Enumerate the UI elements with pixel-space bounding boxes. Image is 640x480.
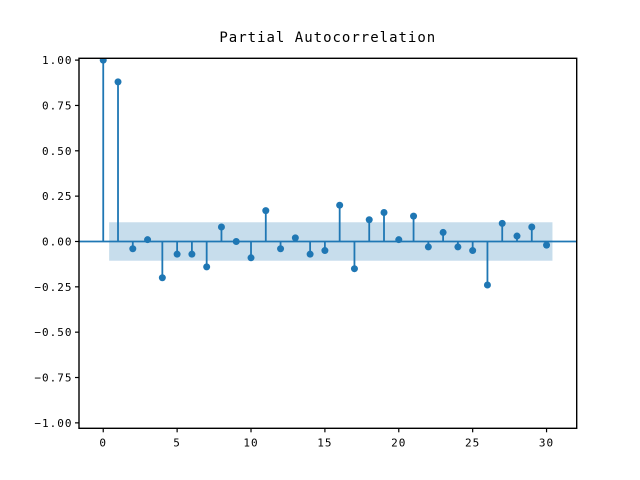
y-tick-label: 0.25 <box>42 190 73 203</box>
y-tick-label: −1.00 <box>34 417 72 430</box>
y-tick-label: −0.50 <box>34 326 72 339</box>
stem-marker <box>217 223 225 231</box>
stem-marker <box>188 250 196 258</box>
stem-marker <box>99 58 107 64</box>
stem-marker <box>380 208 388 216</box>
stem-marker <box>498 219 506 227</box>
stem-marker <box>483 281 491 289</box>
stem-marker <box>410 212 418 220</box>
y-tick-label: −0.75 <box>34 372 72 385</box>
stem-marker <box>291 234 299 242</box>
stem-marker <box>158 274 166 282</box>
y-tick-label: 0.75 <box>42 99 73 112</box>
stem-marker <box>454 243 462 251</box>
y-tick-label: 1.00 <box>42 54 73 67</box>
y-tick-label: −0.25 <box>34 281 72 294</box>
stem-marker <box>173 250 181 258</box>
stem-marker <box>262 207 270 215</box>
stem-marker <box>306 250 314 258</box>
axes-ticks-layer: 0 5 10 15 20 25 30 1.00 0.75 0.50 0.25 0.00 −0.25 −0.… <box>34 54 554 449</box>
x-tick-label: 10 <box>243 436 258 449</box>
stem-marker <box>395 236 403 244</box>
stem-marker <box>321 247 329 255</box>
chart-title: Partial Autocorrelation <box>219 30 436 46</box>
stem-marker <box>247 254 255 262</box>
x-tick-label: 30 <box>539 436 554 449</box>
stem-marker <box>513 232 521 240</box>
stem-marker <box>543 241 551 249</box>
stem-marker <box>365 216 373 224</box>
stem-marker <box>114 78 122 86</box>
stem-marker <box>144 236 152 244</box>
stem-marker <box>469 247 477 255</box>
x-tick-label: 20 <box>391 436 406 449</box>
stem-marker <box>232 237 240 245</box>
stem-series-layer <box>79 58 577 289</box>
stem-marker <box>203 263 211 271</box>
stem-marker <box>424 243 432 251</box>
y-tick-label: 0.00 <box>42 235 73 248</box>
stem-marker <box>350 265 358 273</box>
stem-marker <box>439 228 447 236</box>
x-tick-label: 5 <box>173 436 181 449</box>
stem-marker <box>528 223 536 231</box>
stem-marker <box>129 245 137 253</box>
stem-marker <box>336 201 344 209</box>
y-tick-label: 0.50 <box>42 145 73 158</box>
x-tick-label: 25 <box>465 436 480 449</box>
axes-frame-layer <box>78 57 578 429</box>
x-tick-label: 0 <box>99 436 107 449</box>
stem-marker <box>277 245 285 253</box>
axes-frame <box>78 57 578 429</box>
x-tick-label: 15 <box>317 436 332 449</box>
